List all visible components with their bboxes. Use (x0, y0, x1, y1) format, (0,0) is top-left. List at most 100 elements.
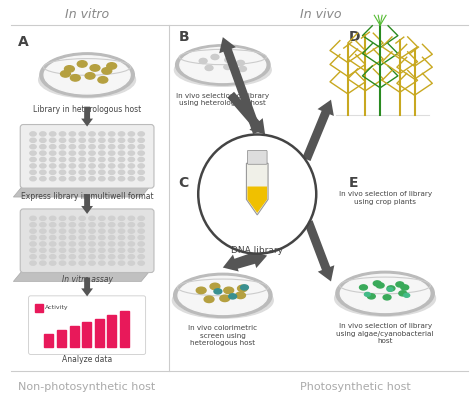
Ellipse shape (69, 132, 75, 136)
Ellipse shape (69, 248, 75, 252)
Ellipse shape (99, 177, 105, 181)
Ellipse shape (30, 138, 36, 142)
Ellipse shape (79, 177, 85, 181)
Polygon shape (219, 37, 261, 134)
Ellipse shape (118, 223, 125, 227)
Ellipse shape (236, 292, 246, 299)
Ellipse shape (89, 236, 95, 240)
Ellipse shape (69, 158, 75, 162)
Ellipse shape (30, 170, 36, 175)
Polygon shape (81, 194, 93, 214)
Ellipse shape (118, 158, 125, 162)
Bar (36, 304, 43, 312)
Ellipse shape (224, 287, 234, 294)
Ellipse shape (128, 151, 135, 155)
Ellipse shape (340, 274, 430, 312)
Ellipse shape (109, 151, 115, 155)
Ellipse shape (79, 164, 85, 168)
Polygon shape (228, 92, 265, 135)
Ellipse shape (224, 64, 232, 69)
Ellipse shape (49, 164, 56, 168)
Ellipse shape (79, 248, 85, 252)
Ellipse shape (89, 151, 95, 155)
Ellipse shape (40, 242, 46, 246)
Text: E: E (349, 176, 358, 190)
Ellipse shape (128, 158, 135, 162)
Ellipse shape (89, 164, 95, 168)
Ellipse shape (374, 281, 381, 286)
Ellipse shape (49, 255, 56, 259)
Ellipse shape (109, 229, 115, 233)
Ellipse shape (30, 229, 36, 233)
Ellipse shape (59, 145, 66, 149)
Ellipse shape (59, 138, 66, 142)
Ellipse shape (40, 261, 46, 265)
Ellipse shape (30, 164, 36, 168)
Ellipse shape (109, 132, 115, 136)
FancyBboxPatch shape (247, 150, 267, 164)
Ellipse shape (77, 61, 87, 67)
Circle shape (198, 135, 316, 254)
Text: In vivo selection of library
using algae/cyanobacterial
host: In vivo selection of library using algae… (337, 323, 434, 344)
FancyBboxPatch shape (28, 296, 146, 354)
Ellipse shape (89, 229, 95, 233)
Ellipse shape (40, 145, 46, 149)
Ellipse shape (69, 138, 75, 142)
Ellipse shape (49, 261, 56, 265)
Text: Activity: Activity (46, 305, 69, 310)
Polygon shape (13, 269, 151, 282)
Ellipse shape (138, 164, 145, 168)
Ellipse shape (211, 55, 219, 59)
Ellipse shape (99, 170, 105, 175)
Ellipse shape (99, 216, 105, 221)
Ellipse shape (367, 294, 375, 299)
Ellipse shape (128, 223, 135, 227)
Ellipse shape (89, 242, 95, 246)
Ellipse shape (118, 261, 125, 265)
Ellipse shape (59, 255, 66, 259)
Ellipse shape (138, 158, 145, 162)
Ellipse shape (69, 145, 75, 149)
Bar (57, 330, 66, 347)
Ellipse shape (59, 158, 66, 162)
Ellipse shape (180, 47, 266, 82)
Ellipse shape (89, 170, 95, 175)
Text: Photosynthetic host: Photosynthetic host (300, 382, 411, 392)
Ellipse shape (40, 255, 46, 259)
Ellipse shape (40, 53, 134, 97)
Text: Library in heterologous host: Library in heterologous host (33, 105, 141, 114)
Ellipse shape (49, 216, 56, 221)
Ellipse shape (30, 236, 36, 240)
Ellipse shape (229, 294, 237, 299)
Ellipse shape (40, 138, 46, 142)
Bar (120, 311, 129, 347)
Ellipse shape (49, 248, 56, 252)
Ellipse shape (40, 164, 46, 168)
Ellipse shape (99, 261, 105, 265)
Ellipse shape (49, 138, 56, 142)
Ellipse shape (387, 286, 395, 291)
Ellipse shape (49, 242, 56, 246)
Ellipse shape (79, 236, 85, 240)
Ellipse shape (109, 216, 115, 221)
Ellipse shape (173, 282, 273, 318)
Ellipse shape (30, 223, 36, 227)
Ellipse shape (40, 151, 46, 155)
Ellipse shape (59, 177, 66, 181)
Ellipse shape (98, 77, 108, 83)
Ellipse shape (99, 223, 105, 227)
Ellipse shape (49, 229, 56, 233)
Ellipse shape (40, 158, 46, 162)
Ellipse shape (118, 138, 125, 142)
Ellipse shape (30, 151, 36, 155)
Ellipse shape (90, 65, 100, 71)
Ellipse shape (59, 132, 66, 136)
Ellipse shape (44, 56, 130, 94)
Polygon shape (302, 100, 334, 161)
Ellipse shape (61, 71, 70, 77)
Ellipse shape (40, 236, 46, 240)
Ellipse shape (336, 271, 434, 316)
Ellipse shape (99, 145, 105, 149)
Ellipse shape (99, 132, 105, 136)
Ellipse shape (383, 295, 391, 300)
